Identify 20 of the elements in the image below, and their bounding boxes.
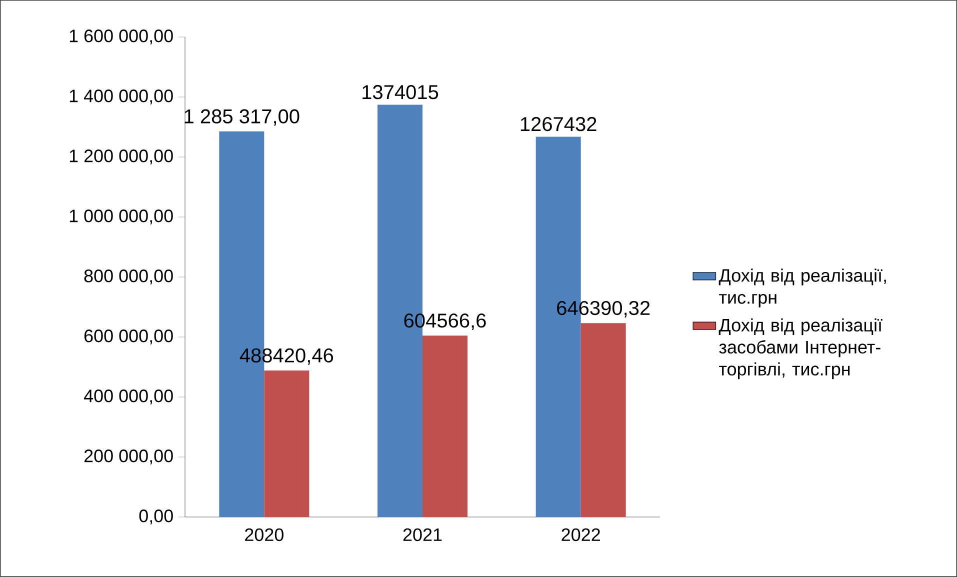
legend-label: Дохід від реалізації засобами Інтернет-торгівлі, тис.грн xyxy=(718,318,882,380)
y-tick-label: 0,00 xyxy=(139,510,173,524)
x-tick-label: 2022 xyxy=(562,528,600,542)
data-label: 1267432 xyxy=(520,116,596,132)
bar xyxy=(422,336,468,517)
y-tick-label: 1 200 000,00 xyxy=(70,150,173,164)
y-tick-label: 1 400 000,00 xyxy=(70,90,173,104)
data-label: 1374015 xyxy=(362,85,438,100)
bar xyxy=(580,323,626,517)
y-tick-label: 200 000,00 xyxy=(84,450,173,464)
y-tick-label: 600 000,00 xyxy=(84,330,173,344)
x-tick-label: 2021 xyxy=(403,528,442,542)
y-tick-label: 800 000,00 xyxy=(84,270,173,284)
y-tick-label: 1 000 000,00 xyxy=(70,210,173,224)
bar xyxy=(264,370,310,517)
y-tick-label: 400 000,00 xyxy=(84,390,173,404)
legend-label: Дохід від реалізації, тис.грн xyxy=(718,268,886,308)
data-label: 1 285 317,00 xyxy=(184,109,300,126)
x-tick-label: 2020 xyxy=(245,528,284,542)
y-tick-label: 1 600 000,00 xyxy=(70,30,173,44)
